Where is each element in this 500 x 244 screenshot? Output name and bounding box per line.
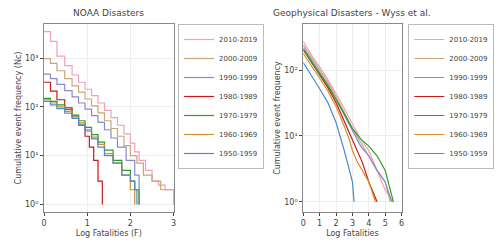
svg-text:1980-1989: 1980-1989 (449, 93, 487, 101)
svg-text:0: 0 (301, 219, 306, 228)
svg-text:1960-1969: 1960-1969 (219, 131, 257, 139)
svg-text:10¹: 10¹ (284, 132, 297, 141)
svg-text:2: 2 (333, 219, 338, 228)
svg-text:10²: 10² (25, 103, 38, 112)
svg-text:2010-2019: 2010-2019 (449, 36, 487, 44)
svg-text:1990-1999: 1990-1999 (219, 74, 257, 82)
svg-text:1950-1959: 1950-1959 (449, 150, 487, 158)
svg-text:2000-2009: 2000-2009 (219, 55, 257, 63)
svg-text:1960-1969: 1960-1969 (449, 131, 487, 139)
svg-text:10³: 10³ (25, 54, 38, 63)
svg-text:2: 2 (128, 219, 133, 228)
svg-text:3: 3 (171, 219, 176, 228)
svg-text:1970-1979: 1970-1979 (449, 112, 487, 120)
svg-text:1: 1 (85, 219, 90, 228)
svg-text:NOAA Disasters: NOAA Disasters (73, 8, 144, 18)
svg-text:5: 5 (383, 219, 388, 228)
svg-text:Log Fatalities (F): Log Fatalities (F) (76, 229, 142, 238)
svg-text:1980-1989: 1980-1989 (219, 93, 257, 101)
svg-text:Log Fatalities: Log Fatalities (326, 229, 379, 238)
svg-text:6: 6 (399, 219, 404, 228)
svg-text:2010-2019: 2010-2019 (219, 36, 257, 44)
svg-text:1990-1999: 1990-1999 (449, 74, 487, 82)
svg-text:Cumulative event frequency (Nc: Cumulative event frequency (Nc) (14, 52, 23, 185)
svg-text:Cumulative event frequency: Cumulative event frequency (273, 61, 282, 175)
svg-text:4: 4 (366, 219, 371, 228)
svg-text:1970-1979: 1970-1979 (219, 112, 257, 120)
svg-text:3: 3 (350, 219, 355, 228)
svg-text:Geophysical Disasters - Wyss e: Geophysical Disasters - Wyss et al. (273, 8, 431, 18)
svg-text:2000-2009: 2000-2009 (449, 55, 487, 63)
svg-text:10⁰: 10⁰ (25, 200, 38, 209)
svg-text:1950-1959: 1950-1959 (219, 150, 257, 158)
svg-text:0: 0 (41, 219, 46, 228)
svg-text:10²: 10² (284, 66, 297, 75)
svg-text:1: 1 (317, 219, 322, 228)
svg-text:10¹: 10¹ (25, 151, 38, 160)
svg-text:10⁰: 10⁰ (284, 198, 297, 207)
